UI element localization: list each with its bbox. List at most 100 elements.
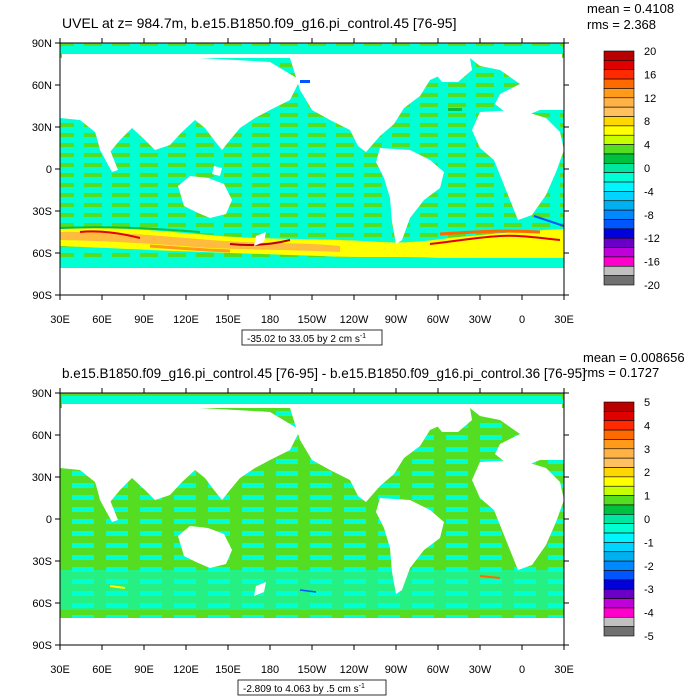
panel-2-lon-label: 150W <box>298 664 327 676</box>
panel-1-lat-label: 30N <box>32 122 52 134</box>
panel-1-colorbar-label: -12 <box>644 233 660 245</box>
panel-2-colorbar-label: 5 <box>644 397 650 409</box>
panel-1-colorbar-swatch <box>603 172 635 183</box>
panel-2-colorbar: 5 4 3 2 1 0 -1 -2 -3 -4 -5 <box>603 397 654 643</box>
panel-2-mean: mean = 0.008656 <box>583 350 685 365</box>
panel-1-lon-label: 60W <box>427 314 450 326</box>
panel-2-colorbar-label: 1 <box>644 491 650 503</box>
panel-1-lat-label: 30S <box>32 206 52 218</box>
panel-1-lat-label: 60S <box>32 248 52 260</box>
panel-1-colorbar-swatch <box>603 163 635 173</box>
panel-1-colorbar-swatch <box>603 125 635 136</box>
panel-2-colorbar-swatch <box>603 457 635 468</box>
panel-2-lat-label: 90S <box>32 640 52 652</box>
panel-2-lat-label: 0 <box>46 514 52 526</box>
panel-2-colorbar-label: 3 <box>644 444 650 456</box>
panel-2-lon-label: 60W <box>427 664 450 676</box>
panel-2-land <box>60 408 564 596</box>
panel-2-lon-label: 180 <box>261 664 279 676</box>
panel-1-lon-label: 90W <box>385 314 408 326</box>
panel-1-colorbar-label: 12 <box>644 93 656 105</box>
panel-1-colorbar-swatch <box>603 144 635 155</box>
panel-2-colorbar-swatch <box>603 626 635 637</box>
panel-1-colorbar-swatch <box>603 78 635 89</box>
panel-1-lat-label: 0 <box>46 164 52 176</box>
panel-1-colorbar-label: 16 <box>644 69 656 81</box>
panel-2-colorbar-label: 4 <box>644 420 650 432</box>
panel-1-lon-label: 60E <box>92 314 112 326</box>
panel-1-colorbar-label: -8 <box>644 210 654 222</box>
panel-2-lon-label: 60E <box>92 664 112 676</box>
panel-2-colorbar-swatch <box>603 448 635 459</box>
panel-2-lat-label: 60S <box>32 598 52 610</box>
panel-2-colorbar-swatch <box>603 420 635 431</box>
panel-1-colorbar-swatch <box>603 237 635 248</box>
panel-1-colorbar-label: 4 <box>644 140 650 152</box>
panel-2-colorbar-swatch <box>603 495 635 506</box>
panel-2-colorbar-swatch <box>603 532 635 543</box>
panel-1-lon-label: 120W <box>340 314 369 326</box>
panel-2-lon-label: 90W <box>385 664 408 676</box>
panel-1-lon-label: 180 <box>261 314 279 326</box>
panel-1-rms: rms = 2.368 <box>587 17 656 32</box>
panel-1-colorbar-label: -4 <box>644 186 654 198</box>
panel-1-lon-label: 120E <box>173 314 199 326</box>
panel-2-colorbar-swatch <box>603 570 635 581</box>
panel-1-colorbar-label: 20 <box>644 46 656 58</box>
panel-2-lat-label: 30S <box>32 556 52 568</box>
panel-1-colorbar-swatch <box>603 228 635 239</box>
panel-2-colorbar-swatch <box>603 598 635 609</box>
panel-2-colorbar-label: -1 <box>644 537 654 549</box>
panel-1-colorbar-label: 8 <box>644 116 650 128</box>
panel-2-colorbar-swatch <box>603 476 635 487</box>
panel-2-colorbar-swatch <box>603 439 635 450</box>
panel-1-colorbar-label: -16 <box>644 257 660 269</box>
panel-1-colorbar-swatch <box>603 60 635 71</box>
panel-1-colorbar-swatch <box>603 50 635 61</box>
panel-1-colorbar-swatch <box>603 116 635 127</box>
panel-2-title: b.e15.B1850.f09_g16.pi_control.45 [76-95… <box>62 366 586 381</box>
panel-1-lon-label: 30E <box>554 314 574 326</box>
panel-2-lon-label: 90E <box>134 664 154 676</box>
panel-2-colorbar-swatch <box>603 542 635 553</box>
panel-2-lon-label: 30E <box>554 664 574 676</box>
panel-1: UVEL at z= 984.7m, b.e15.B1850.f09_g16.p… <box>32 1 674 346</box>
panel-1-colorbar-label: 0 <box>644 163 650 175</box>
panel-1-mean: mean = 0.4108 <box>587 1 674 16</box>
panel-2-colorbar-swatch <box>603 485 635 496</box>
panel-2-lon-label: 120E <box>173 664 199 676</box>
panel-1-colorbar-swatch <box>603 153 635 164</box>
panel-1-colorbar-label: -20 <box>644 280 660 292</box>
panel-1-title: UVEL at z= 984.7m, b.e15.B1850.f09_g16.p… <box>62 15 456 31</box>
panel-1-colorbar-swatch <box>603 247 635 258</box>
panel-1-colorbar-swatch <box>603 219 635 230</box>
panel-2-lon-label: 30E <box>50 664 70 676</box>
panel-2-colorbar-label: -2 <box>644 561 654 573</box>
panel-1-colorbar-swatch <box>603 191 635 202</box>
panel-1-lon-label: 150W <box>298 314 327 326</box>
panel-2-rms: rms = 0.1727 <box>583 365 659 380</box>
panel-2-colorbar-label: -5 <box>644 631 654 643</box>
panel-2-colorbar-swatch <box>603 523 635 534</box>
panel-2-lat-label: 60N <box>32 430 52 442</box>
panel-1-land <box>60 58 564 246</box>
panel-2-lon-label: 30W <box>469 664 492 676</box>
panel-1-lat-label: 90S <box>32 290 52 302</box>
panel-2-lat-label: 90N <box>32 388 52 400</box>
panel-2-lon-label: 150E <box>215 664 241 676</box>
panel-2-colorbar-swatch <box>603 514 635 524</box>
panel-2-colorbar-swatch <box>603 429 635 440</box>
panel-2-colorbar-swatch <box>603 560 635 571</box>
panel-2-colorbar-swatch <box>603 607 635 618</box>
panel-2-range-box <box>237 679 387 696</box>
panel-1-lon-label: 30E <box>50 314 70 326</box>
panel-1-axes: 90N 60N 30N 0 30S 60S 90S 30E 60E 90E 120E 150E 180 1… <box>32 38 574 326</box>
panel-1-lon-label: 30W <box>469 314 492 326</box>
panel-1-colorbar-swatch <box>603 106 635 117</box>
panel-1-colorbar-swatch <box>603 265 635 276</box>
panel-1-lon-label: 90E <box>134 314 154 326</box>
panel-1-map <box>60 43 564 295</box>
panel-2-colorbar-swatch <box>603 467 635 478</box>
panel-2-colorbar-label: 2 <box>644 467 650 479</box>
